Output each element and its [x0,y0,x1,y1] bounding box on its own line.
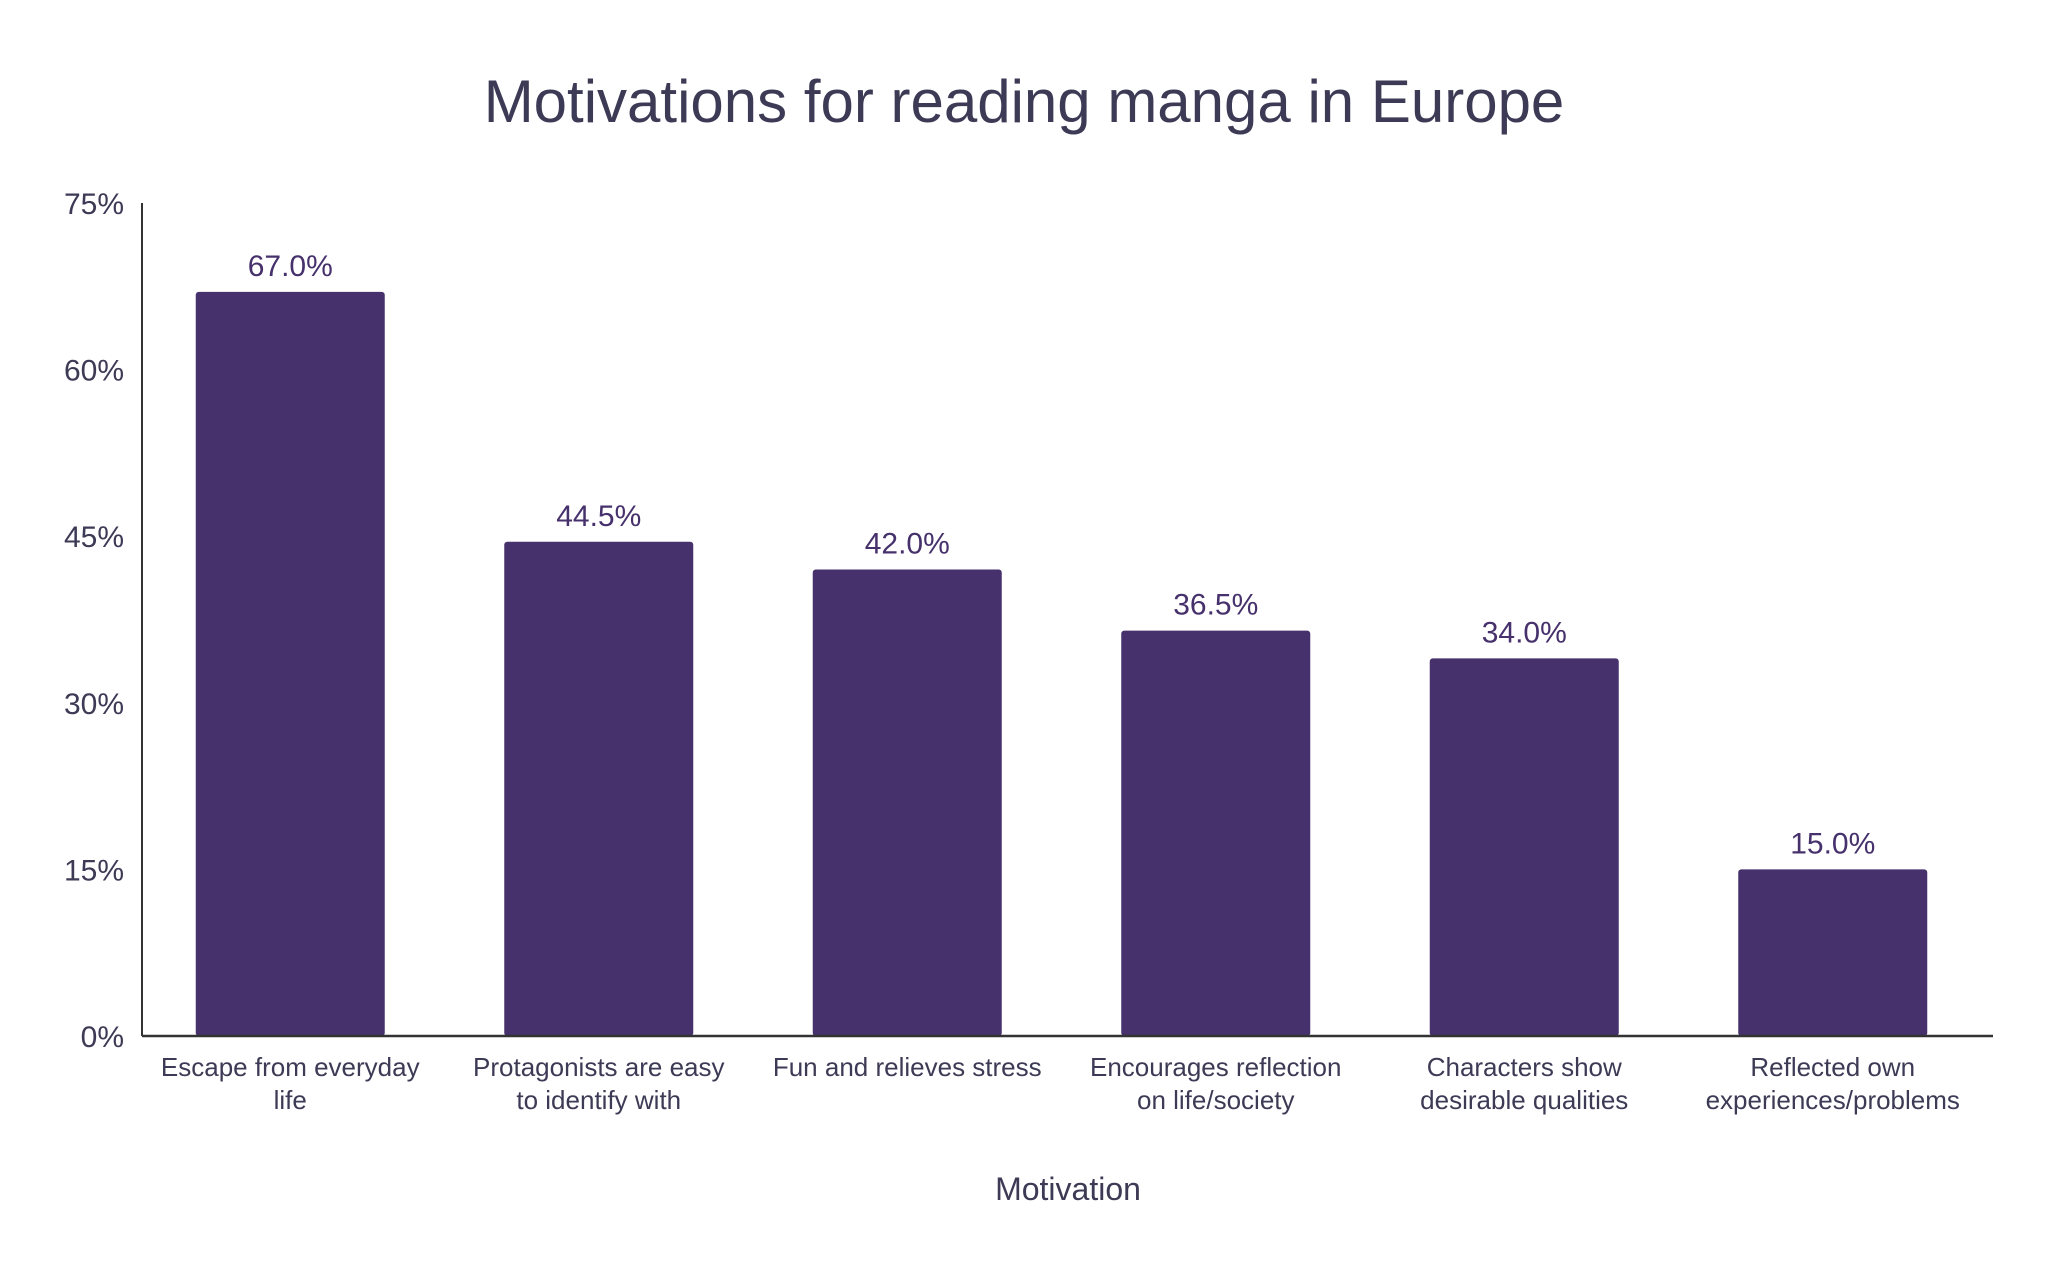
x-tick-label: desirable qualities [1420,1085,1628,1115]
x-tick-label: Fun and relieves stress [773,1052,1042,1082]
data-label: 15.0% [1790,827,1875,860]
data-label: 36.5% [1173,589,1258,622]
x-tick-label: life [274,1085,307,1115]
bar [1121,630,1311,1036]
x-tick-label: Encourages reflection [1090,1052,1341,1082]
x-tick-label: experiences/problems [1706,1085,1960,1115]
bar [1429,658,1619,1036]
x-tick-label: Reflected own [1750,1052,1915,1082]
y-tick-label: 75% [64,188,124,221]
x-tick-label: Characters show [1427,1052,1622,1082]
data-label: 34.0% [1482,616,1567,649]
y-tick-label: 45% [64,521,124,554]
bar [195,291,385,1036]
x-tick-label: Escape from everyday [161,1052,420,1082]
y-tick-label: 15% [64,854,124,887]
bar [812,569,1002,1036]
y-tick-label: 60% [64,355,124,388]
bar [504,541,694,1036]
data-label: 44.5% [556,500,641,533]
y-tick-label: 30% [64,688,124,721]
x-axis-title: Motivation [995,1171,1141,1207]
data-label: 67.0% [248,250,333,283]
data-label: 42.0% [865,528,950,561]
x-tick-label: to identify with [516,1085,681,1115]
bar [1738,869,1928,1036]
y-tick-label: 0% [81,1021,124,1054]
x-tick-label: Protagonists are easy [473,1052,724,1082]
x-tick-label: on life/society [1137,1085,1295,1115]
chart-title: Motivations for reading manga in Europe [484,68,1565,135]
